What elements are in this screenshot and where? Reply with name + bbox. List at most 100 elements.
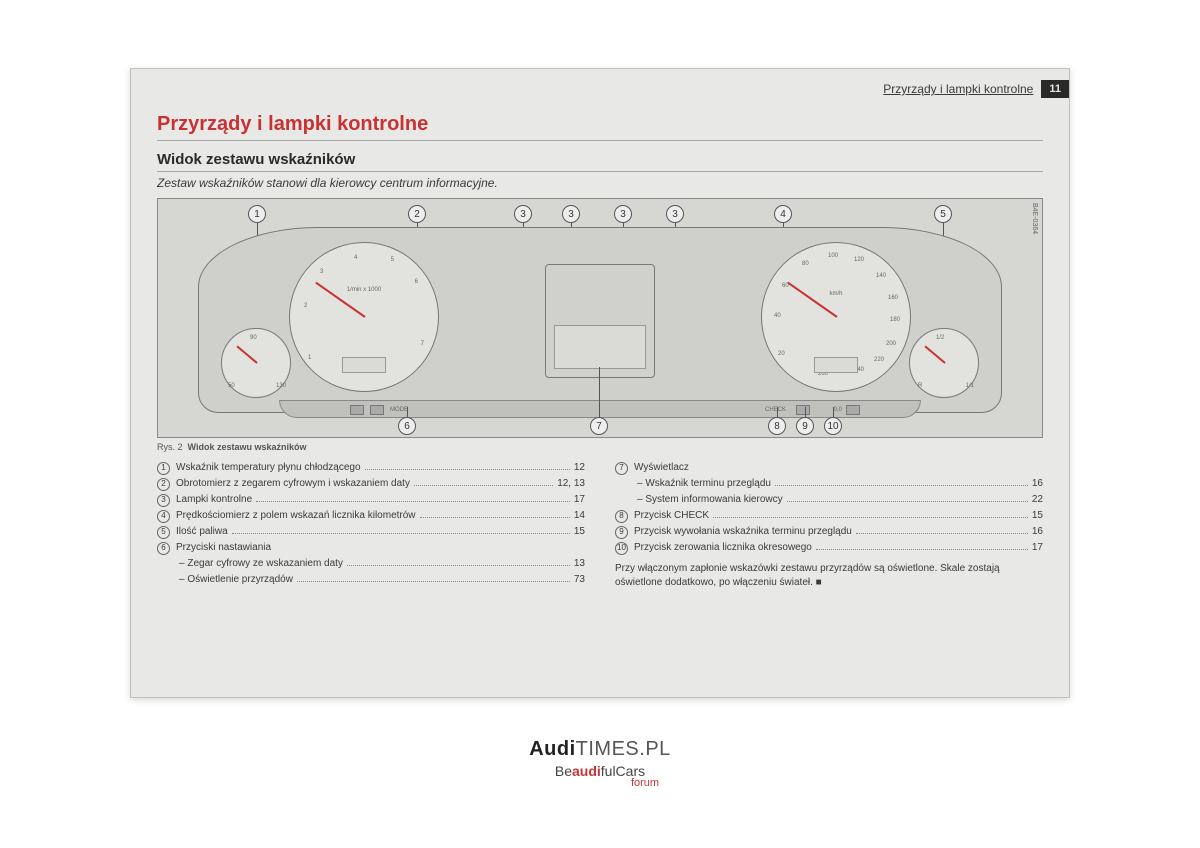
legend-page: 73 [574, 572, 585, 588]
legend-number: 8 [615, 510, 628, 523]
legend-row: 9 Przycisk wywołania wskaźnika terminu pr… [615, 524, 1043, 540]
callout-10: 10 [824, 417, 842, 435]
temp-needle [236, 346, 257, 364]
legend-label: Wyświetlacz [634, 460, 689, 476]
legend-number: 6 [157, 542, 170, 555]
speed-tick: 120 [854, 257, 864, 263]
leader-dots [816, 549, 1028, 550]
callout-2: 2 [408, 205, 426, 223]
page-title: Przyrządy i lampki kontrolne [157, 113, 1043, 141]
leader-dots [420, 517, 570, 518]
tach-lcd [342, 357, 386, 373]
tachometer: 1/min x 1000 1 2 3 4 5 6 7 [289, 242, 439, 392]
btn-check-label: CHECK [765, 407, 786, 413]
figure-side-label: B4E-0364 [1031, 203, 1038, 234]
speed-tick: 200 [886, 341, 896, 347]
speed-tick: 20 [778, 351, 785, 357]
callout-7: 7 [590, 417, 608, 435]
center-display [545, 264, 655, 378]
leader-dots [297, 581, 570, 582]
callout-8: 8 [768, 417, 786, 435]
leader-dots [713, 517, 1028, 518]
legend-left-column: 1 Wskaźnik temperatury płynu chłodzącego 1… [157, 460, 585, 590]
speed-lcd [814, 357, 858, 373]
legend-row: 6Przyciski nastawiania [157, 540, 585, 556]
leader-dots [347, 565, 570, 566]
leader-dots [856, 533, 1028, 534]
legend-label: Obrotomierz z zegarem cyfrowym i wskazan… [176, 476, 410, 492]
legend-label: Oświetlenie przyrządów [179, 572, 293, 588]
leader-dots [414, 485, 553, 486]
fuel-needle [924, 346, 945, 364]
legend-row: 8Przycisk CHECK15 [615, 508, 1043, 524]
figure-caption-text: Widok zestawu wskaźników [188, 442, 307, 452]
legend-row: Wskaźnik terminu przeglądu16 [615, 476, 1043, 492]
leader-line [805, 407, 806, 417]
speed-tick: 40 [774, 313, 781, 319]
tach-unit: 1/min x 1000 [347, 287, 381, 293]
temp-gauge: 50 90 130 [221, 328, 291, 398]
leader-dots [775, 485, 1028, 486]
legend-row: 3 Lampki kontrolne 17 [157, 492, 585, 508]
legend-label: Przycisk wywołania wskaźnika terminu prz… [634, 524, 852, 540]
fuel-gauge: R 1/2 1/1 [909, 328, 979, 398]
cluster-outline: 1/min x 1000 1 2 3 4 5 6 7 km/h 20 40 60 [198, 227, 1002, 413]
instrument-cluster-figure: B4E-0364 1 2 3 3 3 3 4 5 [157, 198, 1043, 438]
leader-dots [365, 469, 570, 470]
speed-unit: km/h [829, 291, 842, 297]
legend-page: 17 [1032, 540, 1043, 556]
callout-3a: 3 [514, 205, 532, 223]
legend-row: 1Wskaźnik temperatury płynu chłodzącego1… [157, 460, 585, 476]
legend-number: 3 [157, 494, 170, 507]
legend-row: 7Wyświetlacz [615, 460, 1043, 476]
legend-label: Lampki kontrolne [176, 492, 252, 508]
btn-mode-label: MODE [390, 407, 408, 413]
btn-reset [846, 405, 860, 415]
legend-number: 9 [615, 526, 628, 539]
btn-minus [350, 405, 364, 415]
legend-number: 1 [157, 462, 170, 475]
speed-needle [787, 282, 837, 318]
fuel-hi: 1/1 [966, 383, 974, 389]
callout-3b: 3 [562, 205, 580, 223]
btn-service [796, 405, 810, 415]
leader-line [833, 407, 834, 417]
legend-number: 5 [157, 526, 170, 539]
callout-3d: 3 [666, 205, 684, 223]
page-header: Przyrządy i lampki kontrolne 11 [883, 79, 1069, 99]
fuel-lo: R [918, 383, 922, 389]
temp-hi: 130 [276, 383, 286, 389]
callout-4: 4 [774, 205, 792, 223]
callout-9: 9 [796, 417, 814, 435]
leader-dots [232, 533, 570, 534]
speedometer: km/h 20 40 60 80 100 120 140 160 180 200… [761, 242, 911, 392]
speed-tick: 140 [876, 273, 886, 279]
legend-page: 14 [574, 508, 585, 524]
watermark: AudiTIMES.PL BeaudifulCars forum [0, 738, 1200, 789]
page-content: Przyrządy i lampki kontrolne Widok zesta… [157, 69, 1043, 590]
legend-number: 2 [157, 478, 170, 491]
figure-caption-prefix: Rys. 2 [157, 442, 183, 452]
btn-plus [370, 405, 384, 415]
tach-tick: 3 [320, 269, 323, 275]
legend-row: 2 Obrotomierz z zegarem cyfrowym i wskaza… [157, 476, 585, 492]
tach-tick: 1 [308, 355, 311, 361]
legend-row: System informowania kierowcy22 [615, 492, 1043, 508]
speed-tick: 180 [890, 317, 900, 323]
cluster-button-strip: MODE CHECK 0,0 [279, 400, 921, 418]
wm-pl: .PL [639, 738, 671, 760]
speed-tick: 160 [888, 295, 898, 301]
legend-note: Przy włączonym zapłonie wskazówki zestaw… [615, 562, 1043, 590]
legend-number: 10 [615, 542, 628, 555]
legend-label: Przycisk CHECK [634, 508, 709, 524]
temp-lo: 50 [228, 383, 235, 389]
leader-line [407, 407, 408, 417]
tach-tick: 5 [391, 257, 394, 263]
legend-label: Wskaźnik temperatury płynu chłodzącego [176, 460, 361, 476]
speed-tick: 220 [874, 357, 884, 363]
leader-line [777, 407, 778, 417]
speed-tick: 60 [782, 283, 789, 289]
leader-line [599, 367, 600, 417]
wm-be: Be [555, 763, 572, 779]
legend-page: 17 [574, 492, 585, 508]
